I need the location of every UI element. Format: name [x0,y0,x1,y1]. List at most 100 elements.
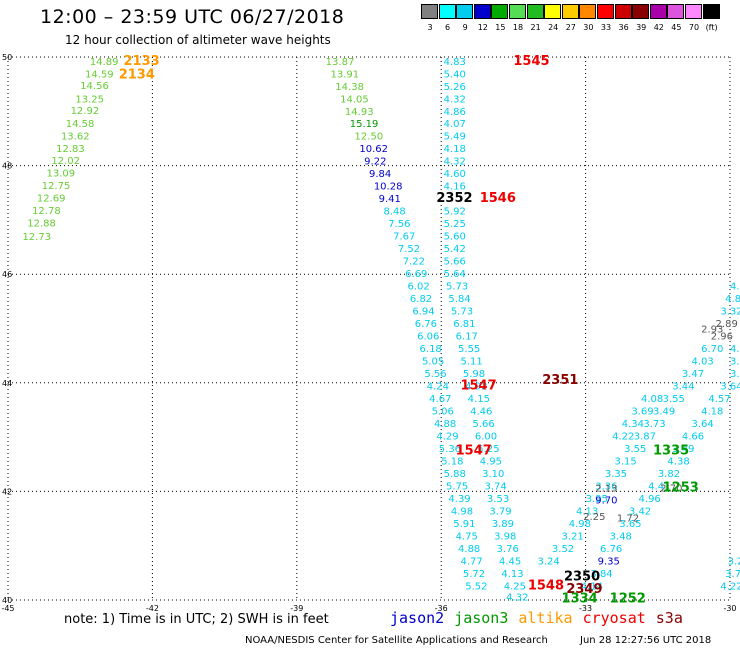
wave-height-value: 13.62 [61,132,90,143]
wave-height-value: 3.82 [658,469,680,480]
wave-height-value: 3.49 [653,406,675,417]
wave-height-value: 4.34 [622,419,644,430]
wave-height-value: 13.09 [47,169,76,180]
wave-height-value: 12.75 [42,181,71,192]
wave-height-value: 10.28 [374,182,403,193]
wave-height-value: 4.18 [701,406,723,417]
wave-height-value: 4.45 [499,556,521,567]
wave-height-value: 4.24 [427,382,449,393]
wave-height-value: 14.56 [80,81,109,92]
wave-height-value: 4.25 [504,581,526,592]
wave-height-value: 2.13 [595,484,617,495]
color-scale-label: 30 [583,23,594,32]
wave-height-value: 5.42 [444,244,466,255]
color-scale-label: 6 [445,23,451,32]
pass-time-label: 1547 [456,444,492,459]
wave-height-value: 2.70 [660,484,682,495]
wave-height-value: 5.60 [444,232,466,243]
color-scale-label: 15 [495,23,506,32]
wave-height-value: 4.98 [451,506,473,517]
longitude-tick-label: -42 [146,604,159,613]
wave-height-value: 4.32 [506,593,528,604]
pass-time-label: 2351 [542,373,578,388]
pass-time-label: 2133 [124,54,160,69]
wave-height-value: 6.76 [415,319,437,330]
wave-height-value: 5.18 [441,456,463,467]
wave-height-value: 13.25 [75,94,104,105]
wave-height-value: 3.98 [494,531,516,542]
longitude-tick-label: -30 [723,604,736,613]
wave-height-value: 5.66 [444,257,466,268]
wave-height-value: 3.45 [730,369,740,380]
axis-ticks: -45 -42 -39 -36 -33 -30 40 42 44 46 48 50 [1,53,736,613]
wave-height-value: 3.84 [730,357,740,368]
pass-time-label: 1253 [663,481,699,496]
color-swatch [649,4,667,19]
color-swatch [579,4,597,19]
wave-height-value: 4.77 [460,556,482,567]
wave-height-value: 4.83 [444,57,466,68]
wave-height-value: 4.41 [648,481,670,492]
wave-height-value: 3.15 [614,456,636,467]
wave-height-value: 5.11 [460,357,482,368]
wave-height-value: 5.73 [446,282,468,293]
wave-height-value: 4.16 [444,182,466,193]
wave-height-value: 4.57 [708,394,730,405]
wave-height-value: 5.66 [472,419,494,430]
wave-height-value: 4.07 [444,119,466,130]
wave-height-value: 4.29 [436,431,458,442]
latitude-tick-label: 46 [2,270,12,279]
wave-height-value: 9.22 [364,157,386,168]
color-swatch [597,4,614,19]
longitude-tick-label: -39 [290,604,303,613]
wave-height-value: 4.15 [468,394,490,405]
wave-height-value: 1.72 [617,513,639,524]
color-scale-label: 21 [530,23,541,32]
wave-height-value: 4.88 [725,294,740,305]
wave-height-value: 12.50 [355,132,384,143]
pass-time-label: 2350 [564,570,600,585]
longitude-tick-label: -36 [435,604,448,613]
wave-height-value: 3.74 [485,481,507,492]
wave-height-value: 3.64 [720,382,740,393]
wave-height-value: 5.26 [444,82,466,93]
color-swatch [614,4,632,19]
wave-height-value: 4.32 [444,94,466,105]
wave-height-value: 4.13 [576,506,598,517]
color-swatch [561,4,579,19]
footer-note: note: 1) Time is in UTC; 2) SWH is in fe… [64,612,329,627]
color-scale-label: 70 [688,23,700,32]
wave-height-value: 2.25 [583,512,605,523]
wave-height-value: 4.46 [470,406,492,417]
color-swatch [702,4,720,19]
wave-height-value: 6.81 [453,319,475,330]
wave-height-value: 4.22 [612,431,634,442]
wave-height-value: 4.67 [429,394,451,405]
wave-height-value: 3.69 [631,406,653,417]
wave-height-value: 5.25 [444,219,466,230]
wave-height-value: 6.00 [475,431,497,442]
wave-height-value: 14.89 [90,57,119,68]
wave-height-value: 3.24 [537,556,559,567]
wave-height-value: 4.18 [444,144,466,155]
color-scale-label: 3 [427,23,433,32]
wave-height-value: 7.52 [398,244,420,255]
legend-jason2: jason2 [390,609,445,627]
wave-height-value: 4.13 [730,282,740,293]
wave-height-value: 7.22 [403,257,425,268]
wave-height-value: 3.84 [590,569,612,580]
wave-height-value: 4.03 [691,357,713,368]
color-swatch [456,4,474,19]
wave-height-value: 4.13 [501,569,523,580]
wave-height-value: 3.2 [728,556,740,567]
color-scale-label: 18 [512,23,524,32]
wave-height-value: 12.69 [37,194,66,205]
generation-timestamp: Jun 28 12:27:56 UTC 2018 [580,635,712,646]
pass-time-label: 1335 [653,444,689,459]
pass-time-label: 1548 [528,578,564,593]
wave-height-value: 12.02 [51,156,80,167]
credit-line: NOAA/NESDIS Center for Satellite Applica… [245,635,548,646]
wave-height-value: 13.87 [326,57,355,68]
latitude-tick-label: 48 [2,162,12,171]
wave-height-value: 6.69 [405,269,427,280]
